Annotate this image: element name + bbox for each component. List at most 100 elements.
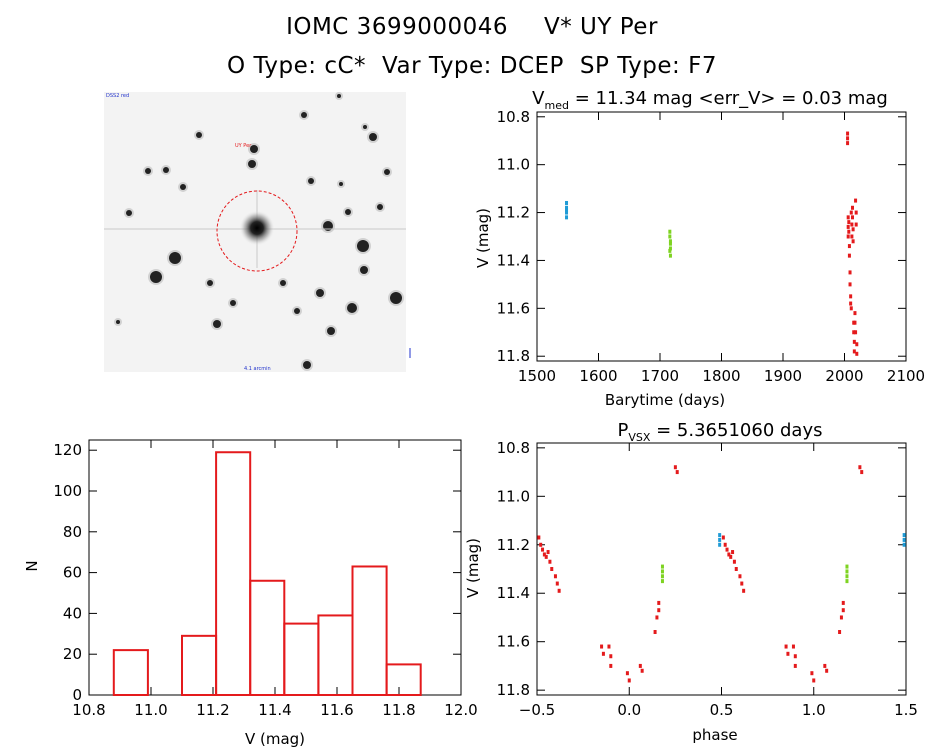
data-point: [902, 542, 906, 547]
data-point: [845, 579, 849, 584]
data-point: [851, 227, 855, 232]
data-point: [849, 294, 853, 299]
y-tick-label: 11.8: [497, 347, 530, 365]
data-point: [847, 253, 851, 258]
x-tick-label: 1600: [579, 367, 617, 385]
plot-frame: [88, 439, 462, 696]
data-point: [718, 533, 722, 538]
data-point: [845, 564, 849, 569]
data-point: [848, 282, 852, 287]
image-label-marker: UY Per: [235, 143, 252, 149]
y-tick-label: 11.0: [497, 487, 530, 505]
phase-curve-title: PVSX = 5.3651060 days: [618, 420, 823, 444]
data-point: [653, 630, 657, 634]
data-point: [550, 567, 554, 571]
y-tick-label: 11.6: [497, 299, 530, 317]
data-point: [546, 550, 550, 555]
sky-stars: [114, 92, 404, 371]
data-point: [791, 644, 795, 649]
data-point: [848, 270, 852, 275]
x-tick-label: 1700: [641, 367, 679, 385]
x-tick-label: 1500: [518, 367, 556, 385]
field-star: [377, 204, 383, 210]
x-tick-label: 1900: [764, 367, 802, 385]
data-point: [823, 663, 827, 668]
x-tick-label: 2100: [887, 367, 925, 385]
data-point: [839, 615, 843, 620]
field-star: [163, 167, 169, 173]
field-star: [145, 168, 151, 174]
histogram-bar: [249, 579, 286, 697]
data-point: [601, 651, 605, 656]
y-tick-label: 11.2: [497, 536, 530, 554]
field-star: [294, 308, 300, 314]
type-subtitle: O Type: cC* Var Type: DCEP SP Type: F7: [0, 53, 944, 79]
data-point: [544, 554, 548, 559]
data-point: [537, 535, 541, 540]
field-star: [339, 182, 343, 186]
data-point: [850, 215, 854, 220]
x-tick-label: 11.2: [196, 701, 229, 719]
data-point: [600, 644, 604, 649]
histogram-bar: [283, 622, 320, 696]
data-point: [565, 205, 569, 210]
data-point: [852, 330, 856, 335]
data-point: [849, 301, 853, 306]
data-point: [638, 663, 642, 668]
light-curve-xlabel: Barytime (days): [605, 391, 725, 409]
field-star: [150, 271, 162, 283]
data-point: [850, 222, 854, 227]
field-star: [360, 266, 368, 274]
y-tick-label: 11.8: [497, 681, 530, 699]
field-star: [207, 280, 213, 286]
y-tick-label: 20: [63, 645, 82, 663]
x-tick-label: 0.5: [710, 701, 734, 719]
field-star: [180, 184, 186, 190]
y-tick-label: 40: [63, 604, 82, 622]
data-point: [793, 654, 797, 659]
data-point: [729, 554, 733, 559]
data-point: [852, 349, 856, 354]
field-star: [303, 361, 311, 369]
data-point: [625, 671, 629, 676]
field-star: [213, 320, 221, 328]
plot-frame: [536, 442, 907, 696]
data-point: [793, 663, 797, 668]
data-point: [850, 205, 854, 210]
object-title: IOMC 3699000046 V* UY Per: [0, 14, 944, 40]
data-point: [657, 600, 661, 605]
x-tick-label: 11.6: [320, 701, 353, 719]
data-point: [784, 644, 788, 649]
data-point: [732, 559, 736, 564]
x-tick-label: 0.0: [617, 701, 641, 719]
data-point: [854, 210, 858, 215]
light-curve-plot: 1500 1600 1700 1800 1900 2000 2100 10.8 11.0 11.2…: [497, 108, 926, 385]
data-point: [668, 248, 672, 253]
data-point: [734, 567, 738, 571]
histogram-panel: 10.8 11.0 11.2 11.4 11.6 11.8 12.0 0 20 40 60 80 100…: [23, 439, 478, 747]
field-star: [169, 252, 181, 264]
data-point: [668, 253, 672, 258]
object-id: IOMC 3699000046: [286, 14, 509, 40]
data-point: [607, 644, 611, 649]
data-point: [660, 579, 664, 584]
data-point: [846, 215, 850, 220]
data-point: [727, 552, 731, 557]
data-point: [812, 678, 816, 683]
data-point: [902, 533, 906, 538]
data-point: [721, 535, 725, 540]
data-point: [846, 131, 850, 136]
phase-curve-plot: −0.5 0.0 0.5 1.0 1.5 10.8 11.0 11.2 11.4 11.6 11.8: [497, 439, 918, 719]
data-point: [902, 537, 906, 542]
data-point: [541, 547, 545, 552]
data-point: [725, 547, 729, 552]
y-tick-label: 120: [53, 441, 82, 459]
data-point: [825, 668, 829, 673]
data-point: [846, 141, 850, 146]
phase-curve-ylabel: V (mag): [464, 538, 482, 598]
y-tick-label: 0: [72, 686, 82, 704]
data-point: [854, 198, 858, 203]
data-point: [841, 608, 845, 613]
light-curve-title: Vmed = 11.34 mag <err_V> = 0.03 mag: [532, 88, 888, 112]
data-point: [854, 222, 858, 227]
